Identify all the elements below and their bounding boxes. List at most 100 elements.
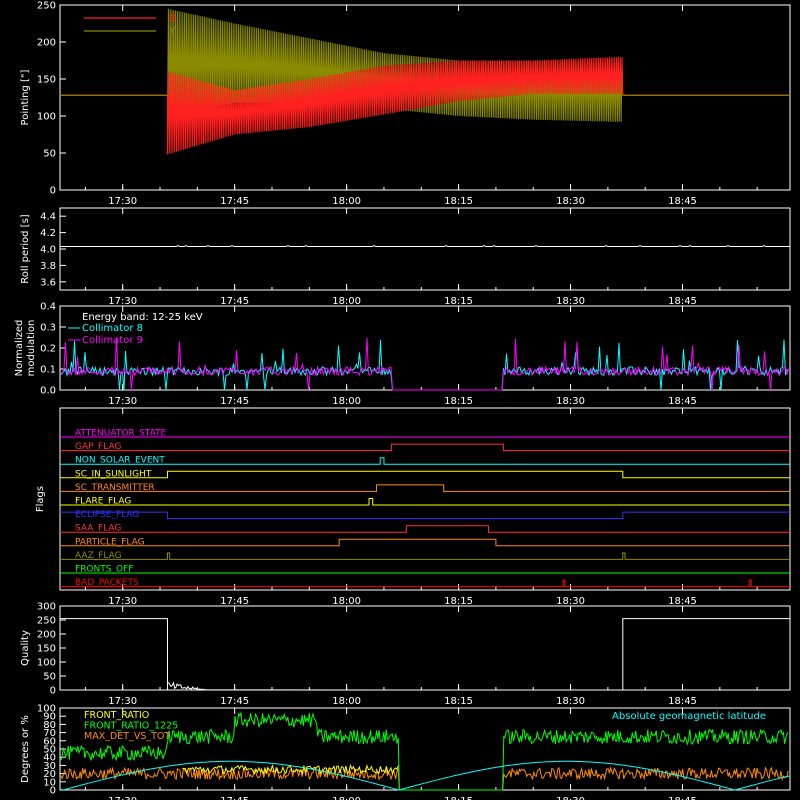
x-tick-label: 18:30 <box>556 696 585 707</box>
y-tick-label: 100 <box>37 112 56 123</box>
x-tick-label: 17:45 <box>220 296 249 307</box>
flag-line-particle-flag <box>60 538 790 547</box>
x-tick-label: 18:15 <box>444 796 473 800</box>
flag-label: PARTICLE_FLAG <box>75 537 145 547</box>
flag-line-flare-flag <box>60 498 790 506</box>
y-tick-label: 250 <box>37 1 56 12</box>
quality-panel: 0 50 100 150 200 250 300 Quality 17:30 17:45 18:00… <box>20 602 791 707</box>
x-tick-label: 18:30 <box>556 196 585 207</box>
y-tick-label: 3.6 <box>40 277 56 288</box>
x-tick-label: 18:30 <box>556 796 585 800</box>
pointing-series-x <box>60 56 790 155</box>
y-axis-label: Pointing ["] <box>20 69 31 125</box>
y-tick-label: 200 <box>37 38 56 49</box>
flag-label: ATTENUATOR_STATE <box>75 429 167 439</box>
x-tick-label: 18:30 <box>556 396 585 407</box>
panel-frame <box>59 207 791 291</box>
y-tick-label: 10 <box>43 777 56 788</box>
y-axis-label: Degrees or % <box>20 715 31 783</box>
x-tick-label: 17:45 <box>220 396 249 407</box>
x-tick-label: 18:45 <box>668 796 697 800</box>
y-tick-label: 0 <box>50 186 56 197</box>
y-tick-label: 250 <box>37 616 56 627</box>
flag-label: FLARE_FLAG <box>75 497 131 507</box>
flag-line-aaz-flag <box>60 552 790 560</box>
modulation-series-9 <box>60 337 789 391</box>
x-tick-label: 17:30 <box>108 596 137 607</box>
flag-label: SC_IN_SUNLIGHT <box>75 469 152 479</box>
roll-period-panel: 3.6 3.8 4.0 4.2 4.4 Roll period [s] 17:30 17:45… <box>20 207 791 307</box>
flag-line-sc-transmitter <box>60 484 790 492</box>
y-tick-label: 80 <box>43 720 56 731</box>
x-tick-label: 17:30 <box>108 296 137 307</box>
y-tick-label: 100 <box>37 658 56 669</box>
flag-line-saa-flag <box>60 525 790 533</box>
y-tick-label: 60 <box>43 736 56 747</box>
y-tick-label: 4.2 <box>40 228 56 239</box>
y-tick-label: 0.3 <box>40 323 56 334</box>
flag-label: SC_TRANSMITTER <box>75 483 155 493</box>
x-tick-label: 18:00 <box>332 596 361 607</box>
y-tick-label: 3.8 <box>40 261 56 272</box>
x-tick-label: 17:30 <box>108 696 137 707</box>
front-ratio-1225-line <box>60 711 789 791</box>
y-tick-label: 100 <box>37 704 56 715</box>
pointing-panel: 0 50 100 150 200 250 Pointing ["] 17:30 17:45 18:… <box>20 1 791 207</box>
flag-label: BAD_PACKETS <box>75 578 139 588</box>
flags-panel: 17:30 17:45 18:00 18:15 18:30 18:45 Flags ATTEN… <box>35 407 791 607</box>
x-tick-label: 17:45 <box>220 196 249 207</box>
x-tick-label: 18:30 <box>556 296 585 307</box>
x-tick-label: 18:45 <box>668 396 697 407</box>
x-tick-label: 17:45 <box>220 696 249 707</box>
x-tick-label: 18:30 <box>556 596 585 607</box>
y-tick-label: 50 <box>43 745 56 756</box>
y-axis-label: Roll period [s] <box>20 214 31 283</box>
y-tick-label: 150 <box>37 75 56 86</box>
x-tick-label: 18:00 <box>332 796 361 800</box>
x-tick-label: 18:15 <box>444 296 473 307</box>
y-axis-label: modulation <box>26 320 37 377</box>
legend-label: Y <box>168 25 176 38</box>
y-tick-label: 50 <box>43 672 56 683</box>
y-tick-label: 150 <box>37 644 56 655</box>
flag-line-eclipse-flag <box>60 511 790 520</box>
modulation-legend-title: Energy band: 12-25 keV <box>82 312 203 323</box>
y-tick-label: 200 <box>37 630 56 641</box>
y-tick-label: 30 <box>43 761 56 772</box>
legend-label: X <box>169 12 177 25</box>
x-tick-label: 17:30 <box>108 796 137 800</box>
y-tick-label: 4.4 <box>40 212 56 223</box>
geomagnetic-latitude-line <box>59 760 791 791</box>
flag-line-bad-packets <box>60 579 790 588</box>
y-tick-label: 300 <box>37 602 56 613</box>
modulation-panel: 0.0 0.1 0.2 0.3 0.4 Normalized modulation 17:30… <box>14 302 791 407</box>
flag-label: SAA_FLAG <box>75 524 121 534</box>
x-tick-label: 17:45 <box>220 596 249 607</box>
y-tick-label: 20 <box>43 769 56 780</box>
legend-label: Collimator 9 <box>82 335 143 346</box>
y-tick-label: 0.2 <box>40 344 56 355</box>
y-tick-label: 90 <box>43 712 56 723</box>
ratio-legend-label: FRONT_RATIO <box>84 710 149 721</box>
flag-line-sc-in-sunlight <box>60 470 790 479</box>
x-tick-label: 18:00 <box>332 296 361 307</box>
x-tick-label: 18:15 <box>444 396 473 407</box>
x-tick-label: 18:00 <box>332 696 361 707</box>
y-tick-label: 50 <box>43 149 56 160</box>
x-tick-label: 17:45 <box>220 796 249 800</box>
geomagnetic-latitude-annotation: Absolute geomagnetic latitude <box>612 711 766 722</box>
ratio-legend-label: MAX_DET_VS_TOT <box>84 731 170 742</box>
y-tick-label: 0.4 <box>40 302 56 313</box>
x-tick-label: 18:00 <box>332 396 361 407</box>
y-axis-label: Normalized <box>14 320 25 377</box>
flag-label: FRONTS_OFF <box>75 565 133 575</box>
y-tick-label: 70 <box>43 728 56 739</box>
x-tick-label: 18:45 <box>668 196 697 207</box>
legend-label: Collimator 8 <box>82 323 143 334</box>
y-tick-label: 0 <box>50 686 56 697</box>
y-axis-label: Quality <box>20 630 31 666</box>
ratio-legend-label: FRONT_RATIO_1225 <box>84 721 178 732</box>
y-tick-label: 40 <box>43 753 56 764</box>
